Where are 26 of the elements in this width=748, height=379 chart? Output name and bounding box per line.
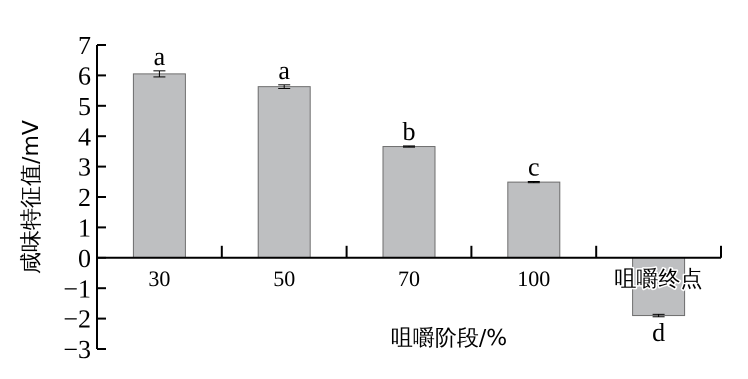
annotation: d (652, 318, 666, 347)
y-axis-title: 咸味特征值/mV (19, 120, 44, 274)
annotation: a (154, 42, 166, 71)
y-tick-label: 7 (78, 31, 91, 60)
x-tick-label: 50 (273, 266, 296, 291)
y-tick-label: −2 (63, 304, 91, 334)
y-tick-label: 2 (78, 183, 91, 212)
y-tick-label: −3 (63, 335, 91, 364)
y-tick-label: 0 (78, 244, 91, 273)
y-tick-label: 3 (78, 152, 91, 182)
annotation: b (402, 116, 416, 146)
y-tick-label: 6 (78, 62, 91, 90)
bar (132, 73, 186, 258)
x-tick-label: 70 (398, 266, 420, 291)
bar (258, 86, 311, 258)
x-tick-label: 100 (517, 266, 550, 291)
x-tick-label: 30 (148, 266, 170, 291)
y-tick-label: 4 (78, 122, 91, 152)
y-tick-label: 1 (78, 214, 91, 242)
bar (382, 146, 436, 258)
x-axis-title: 咀嚼阶段/% (390, 326, 508, 351)
bar (507, 182, 560, 258)
y-tick-label: −1 (63, 274, 91, 304)
y-tick-label: 5 (78, 92, 91, 121)
annotation: c (528, 152, 540, 182)
annotation: a (278, 56, 290, 85)
